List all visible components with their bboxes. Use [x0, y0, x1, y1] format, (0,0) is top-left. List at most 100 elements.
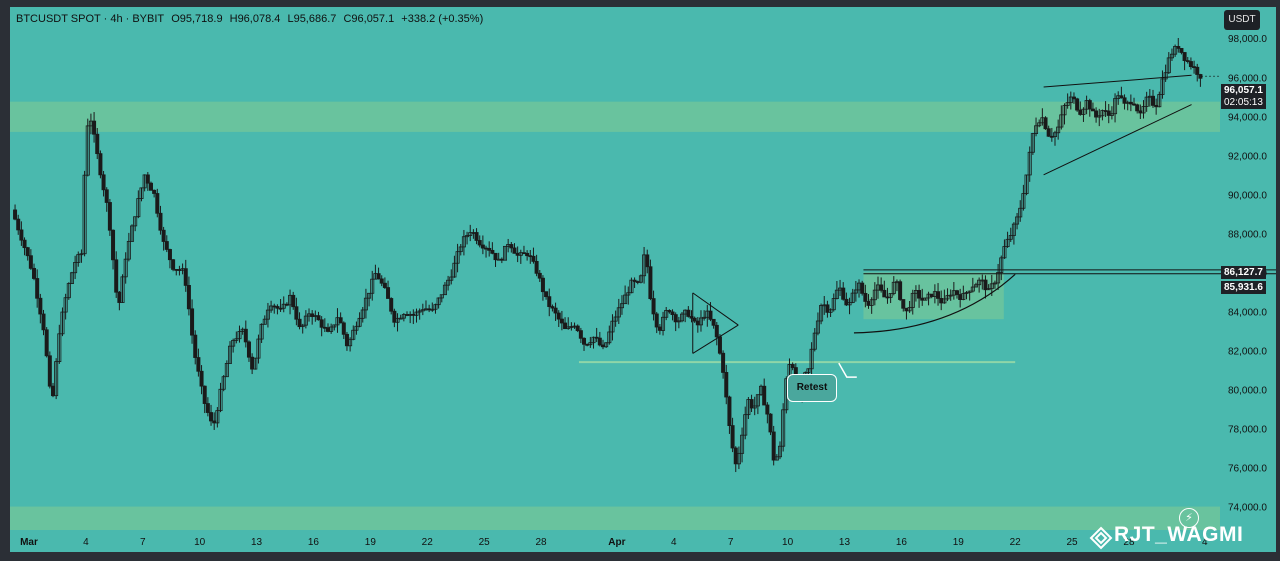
candle-body: [768, 413, 773, 433]
candle-body: [825, 304, 830, 313]
candle-body: [221, 376, 226, 390]
candle-body: [623, 294, 628, 305]
y-tick-label: 96,000.0: [1228, 73, 1267, 84]
candle-body: [755, 394, 760, 407]
candle-body: [879, 284, 884, 291]
x-tick-label: Apr: [608, 537, 625, 548]
candle-body: [648, 266, 653, 299]
candle-body: [1053, 132, 1058, 138]
candle-body: [1090, 108, 1095, 112]
candle-body: [860, 282, 865, 294]
candle-body: [1132, 103, 1137, 106]
candle-body: [133, 216, 138, 227]
retest-pointer: [838, 362, 857, 378]
candle-body: [477, 240, 482, 246]
candle-body: [269, 305, 274, 311]
candle-body: [427, 308, 432, 311]
candle-body: [1119, 95, 1124, 99]
candle-body: [778, 445, 783, 458]
candle-body: [85, 125, 90, 176]
candle-body: [193, 334, 198, 358]
candle-body: [970, 286, 975, 292]
x-tick-label: 19: [953, 537, 965, 548]
watermark-text: RJT_WAGMI: [1114, 523, 1244, 546]
candle-body: [1106, 110, 1111, 116]
candle-body: [664, 310, 669, 318]
candle-body: [474, 232, 479, 241]
x-tick-label: 28: [1123, 537, 1135, 548]
lightning-icon[interactable]: ⚡: [1179, 508, 1199, 528]
candle-body: [1160, 78, 1165, 95]
candle-body: [499, 258, 504, 261]
candle-body: [955, 290, 960, 295]
wedge-lower-line: [1043, 104, 1192, 176]
candle-body: [866, 301, 871, 306]
candle-body: [1141, 106, 1146, 114]
candle-body: [812, 332, 817, 350]
candle-body: [79, 253, 84, 256]
y-tick-label: 92,000.0: [1228, 151, 1267, 162]
candle-body: [76, 254, 81, 263]
candle-body: [727, 396, 732, 426]
level-label-lower: 85,931.6: [1221, 281, 1266, 294]
candle-body: [348, 338, 353, 347]
candle-body: [676, 320, 681, 323]
candle-body: [544, 291, 549, 298]
candle-body: [458, 246, 463, 253]
candle-body: [104, 189, 109, 203]
candle-body: [869, 299, 874, 306]
candle-body: [164, 241, 169, 250]
candle-body: [47, 355, 52, 387]
candle-body: [765, 404, 770, 415]
candle-body: [272, 305, 277, 308]
candle-body: [212, 420, 217, 424]
symbol-legend: BTCUSDT SPOT · 4h · BYBIT O95,718.9 H96,…: [16, 13, 487, 25]
candle-body: [1150, 95, 1155, 106]
candle-body: [487, 247, 492, 251]
candle-body: [967, 290, 972, 293]
candle-body: [1176, 46, 1181, 49]
candle-body: [1192, 66, 1197, 69]
candle-body: [667, 310, 672, 313]
supply-demand-zone-0: [10, 101, 1220, 132]
candle-body: [540, 277, 545, 293]
y-tick-label: 74,000.0: [1228, 503, 1267, 514]
chart-plot-area[interactable]: [10, 7, 1220, 552]
candle-body: [294, 306, 299, 320]
candle-body: [95, 133, 100, 155]
candle-body: [354, 325, 359, 331]
candle-body: [205, 403, 210, 413]
candle-body: [749, 399, 754, 409]
candle-body: [117, 291, 122, 303]
candle-body: [158, 212, 163, 231]
candle-body: [316, 315, 321, 321]
candle-body: [155, 193, 160, 214]
currency-button[interactable]: USDT: [1224, 10, 1260, 30]
watermark-logo-icon: [1089, 526, 1113, 550]
candle-body: [136, 198, 141, 218]
candle-body: [389, 298, 394, 312]
candle-body: [50, 385, 55, 397]
candle-body: [16, 218, 21, 231]
candle-body: [721, 352, 726, 373]
candle-body: [774, 456, 779, 461]
candle-body: [547, 296, 552, 307]
candle-body: [262, 318, 267, 325]
candle-body: [98, 153, 103, 176]
candle-body: [815, 320, 820, 334]
candle-body: [1027, 151, 1032, 176]
candle-body: [452, 262, 457, 278]
candle-body: [537, 272, 542, 279]
candle-body: [13, 209, 18, 220]
candle-body: [1015, 216, 1020, 225]
candle-body: [790, 364, 795, 368]
x-tick-label: 25: [1067, 537, 1079, 548]
legend-symbol: BTCUSDT SPOT · 4h · BYBIT: [16, 13, 165, 25]
candle-body: [130, 225, 135, 242]
candle-body: [1138, 110, 1143, 114]
y-tick-label: 88,000.0: [1228, 229, 1267, 240]
candle-body: [1081, 108, 1086, 115]
candle-body: [38, 297, 43, 315]
candle-body: [904, 307, 909, 312]
